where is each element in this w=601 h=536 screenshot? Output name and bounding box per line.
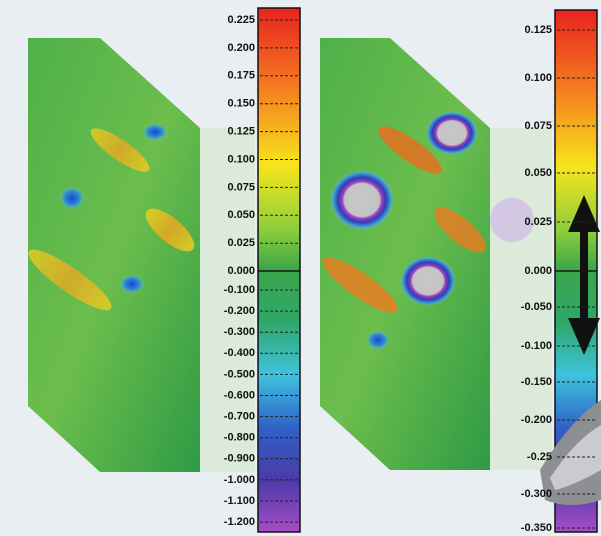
colorbar-label: 0.075 [524, 120, 552, 132]
colorbar-label: -0.800 [224, 432, 255, 444]
colorbar-label: 0.175 [227, 70, 255, 82]
colorbar-label: 0.000 [227, 265, 255, 277]
colorbar [258, 8, 300, 532]
colorbar-label: -0.300 [224, 326, 255, 338]
colorbar-label: -1.100 [224, 495, 255, 507]
colorbar-label: -0.700 [224, 411, 255, 423]
colorbar-label: 0.025 [227, 237, 255, 249]
colorbar-label: -0.050 [521, 301, 552, 313]
figure: 0.225 0.200 0.175 0.150 0.125 0.100 0.075 0.050… [0, 0, 601, 536]
colorbar-label: 0.125 [524, 24, 552, 36]
colorbar-label: -1.200 [224, 516, 255, 528]
colorbar-label: -0.200 [224, 305, 255, 317]
colorbar-label: 0.025 [524, 216, 552, 228]
colorbar-label: -0.300 [521, 488, 552, 500]
colorbar-label: 0.150 [227, 98, 255, 110]
colorbar-label: 0.100 [227, 153, 255, 165]
colorbar-label: -0.100 [521, 340, 552, 352]
colorbar-label: 0.050 [524, 167, 552, 179]
colorbar-label: 0.200 [227, 42, 255, 54]
colorbar-label: 0.225 [227, 14, 255, 26]
colorbar-label: -0.600 [224, 389, 255, 401]
colorbar-label: 0.100 [524, 72, 552, 84]
colorbar-label: -0.100 [224, 284, 255, 296]
colorbar-label: -0.25 [527, 451, 552, 463]
right-map [316, 38, 552, 470]
colorbar-label: -0.200 [521, 414, 552, 426]
colorbar-label: -0.150 [521, 376, 552, 388]
colorbar-label: -0.500 [224, 368, 255, 380]
colorbar-label: 0.075 [227, 181, 255, 193]
colorbar-label: 0.125 [227, 126, 255, 138]
colorbar-label: 0.050 [227, 209, 255, 221]
colorbar-label: 0.000 [524, 265, 552, 277]
colorbar-label: -0.900 [224, 453, 255, 465]
colorbar-label: -0.400 [224, 347, 255, 359]
colorbar-label: -1.000 [224, 474, 255, 486]
colorbar-label: -0.350 [521, 522, 552, 534]
left-map [22, 38, 255, 472]
